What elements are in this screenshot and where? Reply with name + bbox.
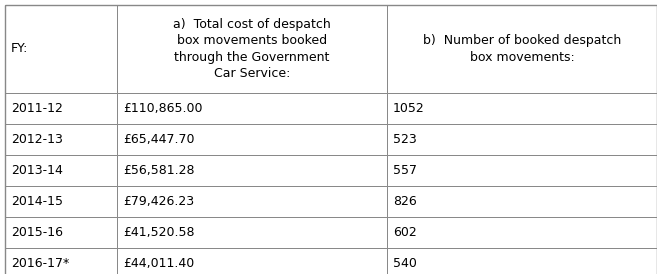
Bar [117,124,387,155]
Text: 2013-14: 2013-14 [11,164,63,177]
Text: a)  Total cost of despatch
box movements booked
through the Government
Car Servi: a) Total cost of despatch box movements … [173,18,331,80]
Bar [5,248,117,274]
Bar [387,93,657,124]
Text: 2015-16: 2015-16 [11,226,63,239]
Text: 826: 826 [393,195,417,208]
Bar [5,155,117,186]
Text: £44,011.40: £44,011.40 [123,257,194,270]
Bar [117,5,387,93]
Text: FY:: FY: [11,42,28,56]
Bar [387,124,657,155]
Text: 540: 540 [393,257,417,270]
Text: 557: 557 [393,164,417,177]
Text: 2014-15: 2014-15 [11,195,63,208]
Text: 523: 523 [393,133,417,146]
Text: 2011-12: 2011-12 [11,102,63,115]
Text: 1052: 1052 [393,102,424,115]
Bar [387,248,657,274]
Text: 2012-13: 2012-13 [11,133,63,146]
Bar [5,217,117,248]
Bar [117,217,387,248]
Text: £56,581.28: £56,581.28 [123,164,194,177]
Text: £65,447.70: £65,447.70 [123,133,194,146]
Text: £79,426.23: £79,426.23 [123,195,194,208]
Text: b)  Number of booked despatch
box movements:: b) Number of booked despatch box movemen… [423,34,621,64]
Bar [117,186,387,217]
Text: £110,865.00: £110,865.00 [123,102,202,115]
Bar [387,155,657,186]
Bar [117,248,387,274]
Bar [387,5,657,93]
Bar [5,124,117,155]
Text: 602: 602 [393,226,417,239]
Bar [5,93,117,124]
Bar [117,93,387,124]
Bar [5,186,117,217]
Bar [387,186,657,217]
Text: £41,520.58: £41,520.58 [123,226,194,239]
Bar [5,5,117,93]
Bar [117,155,387,186]
Text: 2016-17*: 2016-17* [11,257,69,270]
Bar [387,217,657,248]
